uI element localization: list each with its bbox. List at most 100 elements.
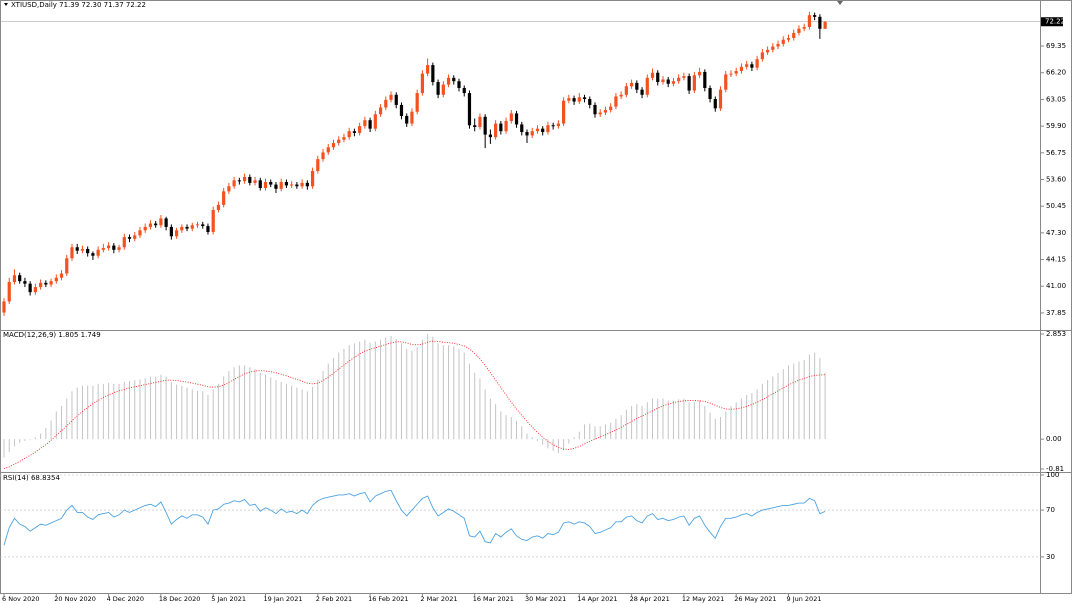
macd-bar [160, 374, 162, 440]
macd-bar [186, 387, 188, 440]
candle-body [399, 104, 404, 116]
candle-body [802, 26, 806, 29]
candle-body [661, 79, 665, 83]
candle-body [2, 301, 6, 313]
macd-bar [594, 426, 596, 440]
y-tick-label: 63.05 [1046, 95, 1066, 103]
macd-bar [814, 352, 816, 440]
macd-bar [327, 363, 329, 440]
macd-bar [468, 363, 470, 440]
candle-body [556, 123, 560, 127]
candle-body [101, 248, 105, 250]
macd-bar [233, 367, 235, 440]
macd-bar [285, 383, 287, 440]
candle-body [70, 247, 74, 259]
candle-body [562, 100, 566, 124]
candle-body [148, 223, 153, 227]
candle-body [671, 81, 676, 84]
macd-bar [641, 405, 643, 440]
candle-body [478, 116, 482, 127]
candle-body [609, 106, 613, 111]
candle-body [692, 75, 696, 91]
candle-body [185, 226, 189, 229]
candle-body [54, 277, 58, 282]
y-tick-label: 41.00 [1046, 282, 1066, 290]
macd-bar [55, 411, 57, 440]
candle-body [457, 81, 461, 88]
macd-bar [646, 402, 648, 440]
macd-bar [610, 422, 612, 440]
macd-bar [61, 405, 63, 440]
candle-body [49, 281, 53, 285]
candle-body [80, 248, 85, 251]
candle-body [138, 230, 142, 236]
x-tick-label: 28 Apr 2021 [630, 595, 670, 603]
last-price-box [1041, 17, 1063, 27]
candle-body [44, 282, 48, 285]
candle-body [347, 131, 351, 138]
candle-body [630, 82, 634, 87]
candle-body [169, 226, 173, 237]
candle-body [786, 38, 791, 40]
macd-bar [704, 405, 706, 440]
macd-bar [730, 405, 732, 440]
candle-body [452, 77, 456, 82]
macd-bar [254, 369, 256, 440]
last-price-label: 72.22 [1045, 18, 1065, 26]
y-tick-label: 30 [1046, 553, 1055, 561]
candle-body [18, 275, 22, 282]
candle-body [33, 287, 37, 293]
macd-bar [301, 389, 303, 440]
macd-bar [463, 352, 465, 440]
candle-body [337, 139, 341, 144]
macd-bar [380, 339, 382, 440]
candle-body [640, 89, 644, 95]
candle-body [541, 128, 545, 133]
indicator-title: MACD(12,26,9) 1.805 1.749 [3, 331, 101, 339]
macd-bar [552, 439, 554, 451]
macd-bar [421, 339, 423, 440]
macd-bar [819, 358, 821, 440]
candle-body [687, 76, 691, 91]
macd-bar [176, 384, 178, 440]
candle-body [603, 110, 608, 113]
candle-body [415, 93, 419, 112]
candle-body [598, 112, 602, 115]
candle-body [269, 182, 273, 185]
macd-bar [306, 391, 308, 440]
candle-body [237, 180, 241, 182]
x-tick-label: 9 Jun 2021 [787, 595, 822, 603]
macd-bar [432, 336, 434, 440]
macd-bar [149, 376, 151, 440]
macd-bar [662, 398, 664, 440]
candle-body [724, 74, 728, 90]
candle-body [488, 134, 492, 138]
macd-bar [589, 423, 591, 440]
candle-body [373, 114, 377, 129]
candle-body [755, 59, 759, 68]
macd-bar [604, 424, 606, 440]
candle-body [765, 49, 770, 53]
candle-body [180, 226, 184, 231]
candle-body [133, 235, 137, 239]
candle-body [59, 273, 64, 278]
candle-body [656, 72, 660, 83]
macd-bar [374, 341, 376, 440]
candle-body [771, 46, 775, 50]
macd-bar [102, 383, 104, 440]
candle-body [572, 98, 576, 102]
macd-bar [249, 367, 251, 440]
candle-body [117, 247, 121, 250]
candle-body [65, 258, 69, 274]
candle-body [614, 96, 618, 107]
candle-body [28, 283, 32, 293]
candle-body [514, 113, 519, 125]
candle-body [635, 82, 639, 90]
macd-bar [803, 359, 805, 440]
macd-bar [479, 378, 481, 440]
candle-body [624, 86, 628, 95]
candle-body [143, 226, 147, 231]
macd-bar [474, 372, 476, 440]
candle-body [813, 15, 817, 17]
macd-bar [369, 342, 371, 440]
